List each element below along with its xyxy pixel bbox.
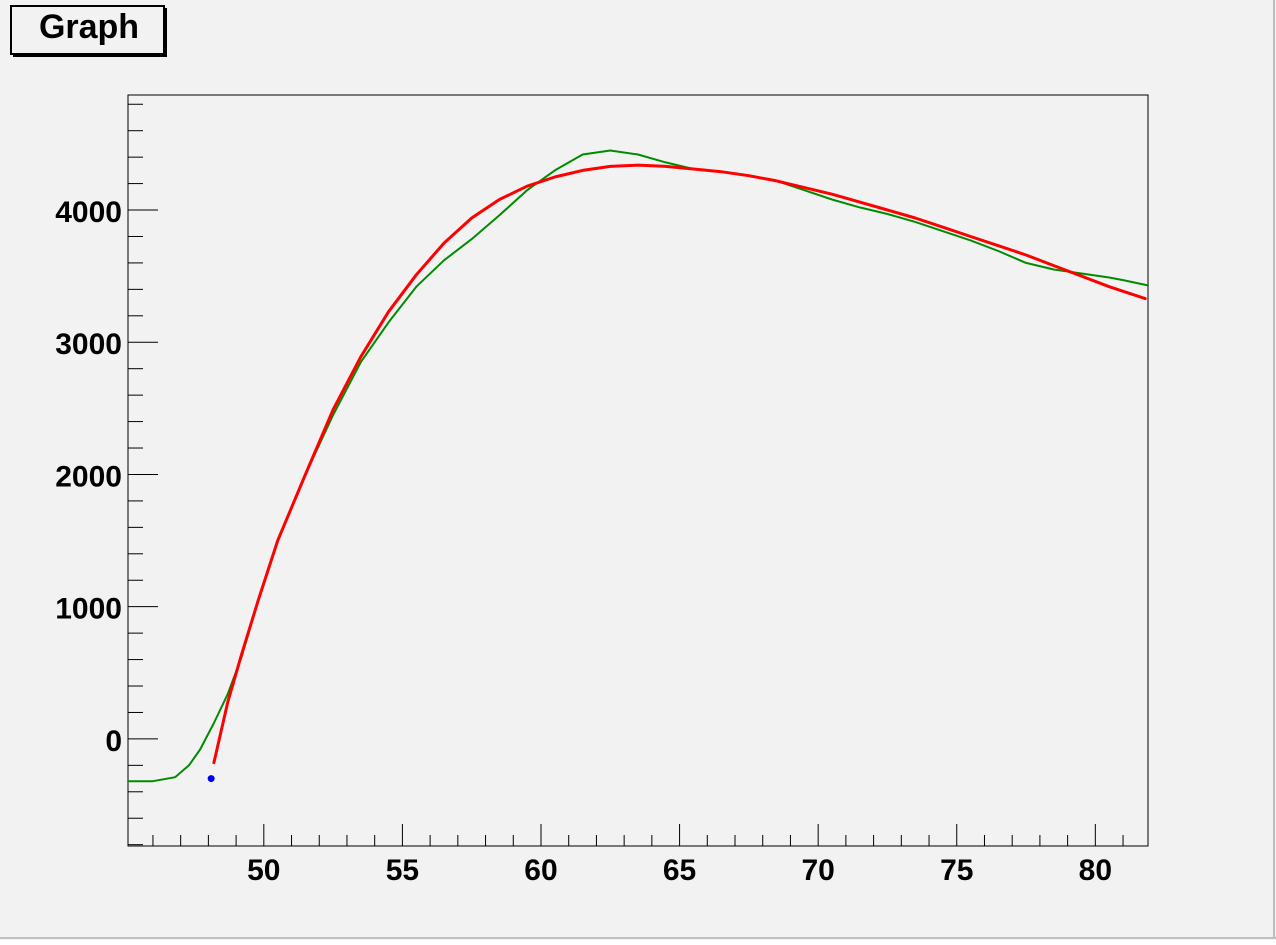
red-series-line: [212, 163, 1147, 765]
title-box-frame: [10, 5, 165, 55]
x-tick-label: 65: [663, 854, 696, 887]
marker-layer: [207, 775, 215, 783]
title-box: Graph: [10, 5, 167, 57]
series-layer: [127, 149, 1149, 783]
y-tick-label: 3000: [55, 328, 122, 361]
x-tick-label: 70: [801, 854, 834, 887]
y-tick-label: 4000: [55, 196, 122, 229]
x-tick-label: 60: [524, 854, 557, 887]
x-tick-label: 75: [940, 854, 973, 887]
blue-data-point: [207, 775, 215, 783]
x-tick-label: 50: [247, 854, 280, 887]
y-tick-label: 2000: [55, 460, 122, 493]
x-tick-label: 55: [386, 854, 419, 887]
axis-layer: 0 1000 2000 3000 4000 50 55 60 65 70 75 80: [55, 103, 1124, 887]
plot-frame: [127, 94, 1149, 847]
y-tick-label: 0: [105, 725, 122, 758]
x-tick-label: 80: [1079, 854, 1112, 887]
chart-title: Graph: [39, 8, 139, 46]
y-tick-label: 1000: [55, 593, 122, 626]
